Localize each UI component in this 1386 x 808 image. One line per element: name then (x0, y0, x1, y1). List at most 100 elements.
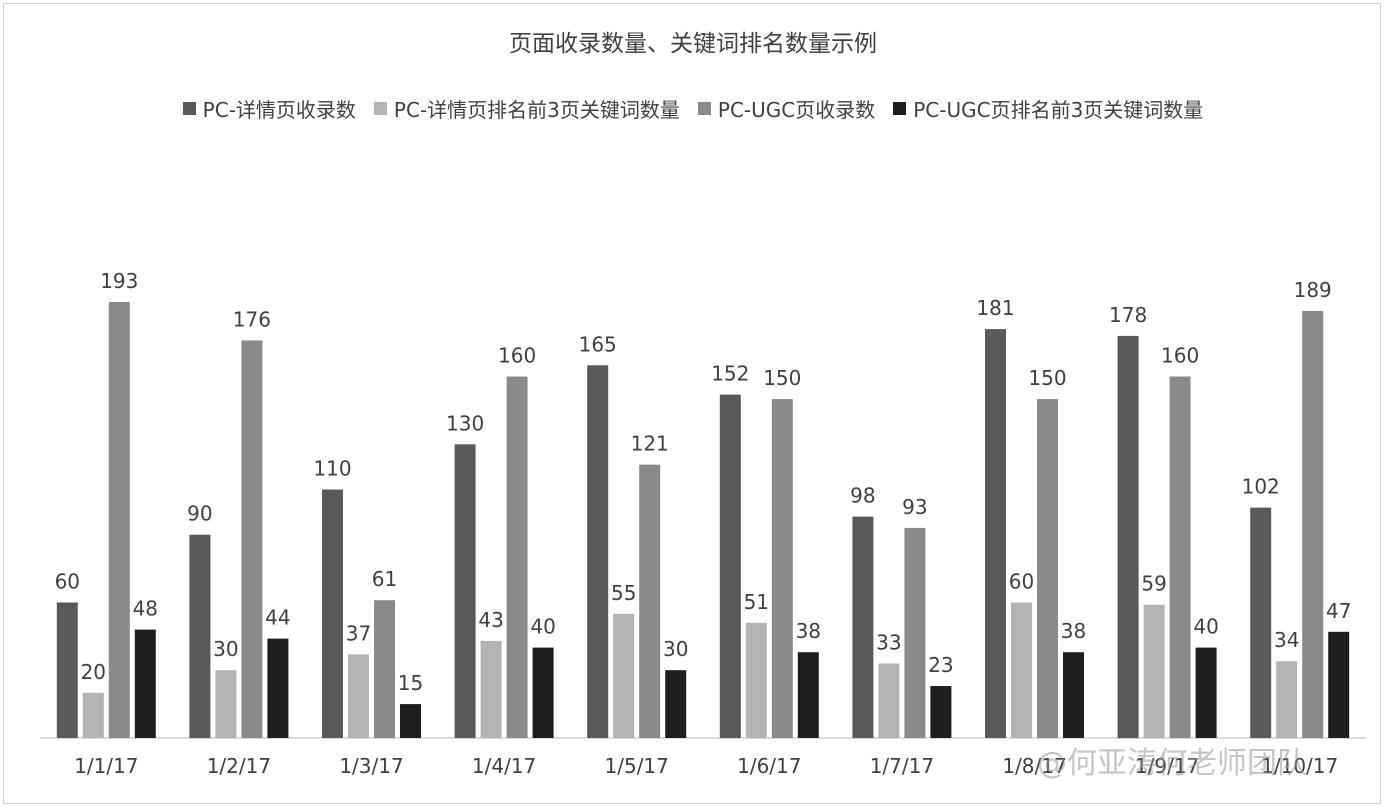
chart-legend: PC-详情页收录数 PC-详情页排名前3页关键词数量 PC-UGC页收录数 PC… (0, 94, 1386, 123)
x-tick-label-4: 1/4/17 (472, 754, 536, 778)
legend-label-series-4: PC-UGC页排名前3页关键词数量 (913, 98, 1204, 122)
legend-item-series-4: PC-UGC页排名前3页关键词数量 (893, 94, 1203, 123)
bar-series-3-6 (771, 399, 793, 738)
bar-series-1-3 (322, 489, 343, 738)
data-label-series-3-10: 189 (1294, 278, 1332, 302)
data-label-series-3-9: 160 (1161, 344, 1199, 368)
bar-series-3-9 (1169, 376, 1191, 738)
bar-series-1-7 (852, 516, 874, 738)
data-label-series-4-5: 30 (663, 637, 688, 661)
data-label-series-1-6: 152 (711, 362, 749, 386)
legend-swatch-series-3 (697, 102, 711, 115)
data-label-series-3-3: 61 (372, 567, 397, 591)
data-label-series-3-5: 121 (631, 432, 669, 456)
bar-series-2-7 (878, 663, 900, 738)
bar-series-4-2 (267, 638, 289, 738)
data-label-series-2-1: 20 (81, 660, 106, 684)
bar-series-1-10 (1250, 507, 1272, 738)
bar-series-4-3 (400, 704, 421, 738)
legend-swatch-series-2 (373, 102, 387, 115)
data-label-series-2-4: 43 (478, 608, 503, 632)
bar-series-4-10 (1328, 631, 1350, 738)
data-label-series-2-7: 33 (876, 631, 901, 655)
bar-series-3-4 (506, 376, 528, 738)
data-label-series-3-7: 93 (902, 495, 927, 519)
bar-series-3-10 (1302, 311, 1324, 738)
bar-series-3-3 (374, 600, 395, 738)
legend-label-series-3: PC-UGC页收录数 (717, 98, 876, 122)
data-label-series-3-6: 150 (763, 366, 801, 390)
bar-series-4-8 (1063, 652, 1084, 738)
data-label-series-1-1: 60 (55, 570, 80, 594)
bar-series-3-5 (639, 464, 661, 738)
bar-series-4-9 (1195, 647, 1217, 738)
data-label-series-2-2: 30 (213, 637, 238, 661)
bar-series-1-2 (189, 534, 211, 738)
data-label-series-1-3: 110 (313, 457, 351, 481)
data-label-series-4-2: 44 (265, 606, 290, 630)
data-label-series-3-2: 176 (233, 307, 271, 331)
bar-series-1-5 (587, 365, 609, 738)
bar-series-2-9 (1143, 604, 1165, 738)
bar-series-3-8 (1037, 399, 1058, 738)
data-label-series-2-8: 60 (1009, 570, 1034, 594)
x-tick-label-5: 1/5/17 (605, 754, 669, 778)
data-label-series-4-8: 38 (1061, 619, 1086, 643)
legend-item-series-3: PC-UGC页收录数 (697, 94, 876, 123)
bar-series-2-10 (1276, 661, 1298, 738)
bar-series-4-4 (532, 647, 554, 738)
data-label-series-4-9: 40 (1193, 615, 1218, 639)
x-tick-label-10: 1/10/17 (1261, 754, 1338, 778)
bar-series-2-5 (613, 613, 635, 738)
bar-series-1-9 (1117, 335, 1139, 738)
x-tick-label-3: 1/3/17 (339, 754, 403, 778)
chart-title: 页面收录数量、关键词排名数量示例 (509, 31, 877, 57)
legend-item-series-2: PC-详情页排名前3页关键词数量 (373, 94, 680, 123)
data-label-series-4-10: 47 (1326, 599, 1351, 623)
bar-series-2-2 (215, 670, 237, 738)
bar-series-4-6 (797, 652, 819, 738)
data-label-series-2-3: 37 (346, 621, 371, 645)
data-label-series-4-1: 48 (133, 597, 158, 621)
bar-series-1-1 (56, 602, 78, 738)
legend-label-series-2: PC-详情页排名前3页关键词数量 (393, 98, 680, 122)
data-label-series-1-5: 165 (579, 332, 617, 356)
data-label-series-1-7: 98 (850, 484, 875, 508)
data-label-series-3-4: 160 (498, 344, 536, 368)
legend-label-series-1: PC-详情页收录数 (202, 98, 356, 122)
data-label-series-4-6: 38 (796, 619, 821, 643)
data-label-series-4-4: 40 (530, 615, 555, 639)
legend-swatch-series-4 (893, 102, 907, 115)
legend-swatch-series-1 (182, 102, 196, 115)
data-label-series-1-2: 90 (187, 502, 212, 526)
x-tick-label-7: 1/7/17 (870, 754, 934, 778)
bar-series-2-8 (1011, 602, 1032, 738)
bar-series-4-1 (134, 629, 156, 738)
bar-series-3-7 (904, 527, 926, 738)
bar-series-3-2 (241, 340, 263, 738)
bar-series-2-1 (82, 692, 104, 738)
data-label-series-4-7: 23 (928, 653, 953, 677)
x-tick-label-1: 1/1/17 (74, 754, 138, 778)
data-label-series-1-4: 130 (446, 411, 484, 435)
bar-series-2-6 (745, 622, 767, 738)
bar-series-1-6 (719, 394, 741, 738)
bar-series-1-8 (985, 329, 1006, 738)
x-tick-label-9: 1/9/17 (1135, 754, 1199, 778)
bar-series-1-4 (454, 444, 476, 738)
bar-series-3-1 (108, 302, 130, 738)
x-tick-label-8: 1/8/17 (1002, 754, 1066, 778)
data-label-series-2-10: 34 (1274, 628, 1299, 652)
bar-series-4-5 (665, 670, 687, 738)
bar-series-4-7 (930, 686, 952, 738)
legend-item-series-1: PC-详情页收录数 (182, 94, 356, 123)
data-label-series-3-1: 193 (100, 269, 138, 293)
data-label-series-1-10: 102 (1242, 475, 1280, 499)
bar-series-2-3 (348, 654, 369, 738)
data-label-series-1-9: 178 (1109, 303, 1147, 327)
x-tick-label-6: 1/6/17 (737, 754, 801, 778)
data-label-series-2-9: 59 (1141, 572, 1166, 596)
x-tick-label-2: 1/2/17 (207, 754, 271, 778)
data-label-series-2-5: 55 (611, 581, 636, 605)
